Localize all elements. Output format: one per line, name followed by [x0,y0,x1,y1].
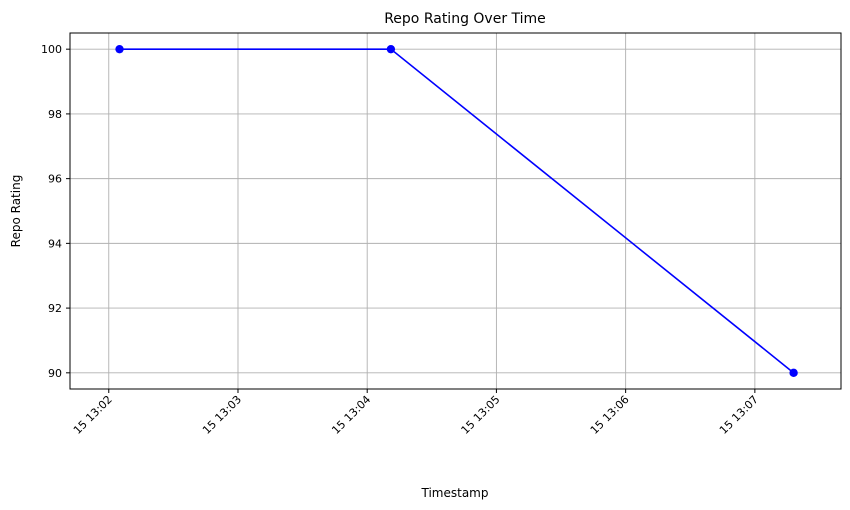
y-tick-label: 98 [48,108,62,121]
data-point [386,44,396,54]
data-point [115,44,124,54]
x-tick-label: 15 13:02 [71,393,115,437]
y-tick-label: 90 [48,367,62,380]
y-tick-label: 100 [41,43,62,56]
y-tick-label: 96 [48,173,62,186]
x-tick-label: 15 13:05 [459,393,503,437]
x-tick-label: 15 13:07 [717,393,761,437]
data-point [789,368,798,378]
y-tick-label: 92 [48,302,62,315]
grid-lines [70,33,841,389]
series-line [119,48,795,374]
x-tick-label: 15 13:06 [588,393,632,437]
series-layer [115,44,798,378]
x-axis: 15 13:02 15 13:03 15 13:04 15 13:05 15 13:06… [71,389,761,437]
plot-frame [69,32,842,390]
y-axis-label: Repo Rating [9,175,23,248]
chart-title: Repo Rating Over Time [384,11,546,27]
y-axis: 90 92 94 96 98 100 [41,43,70,380]
y-tick-label: 94 [48,237,62,250]
x-axis-label: Timestamp [421,486,489,500]
x-tick-label: 15 13:04 [329,393,373,437]
x-tick-label: 15 13:03 [200,393,244,437]
